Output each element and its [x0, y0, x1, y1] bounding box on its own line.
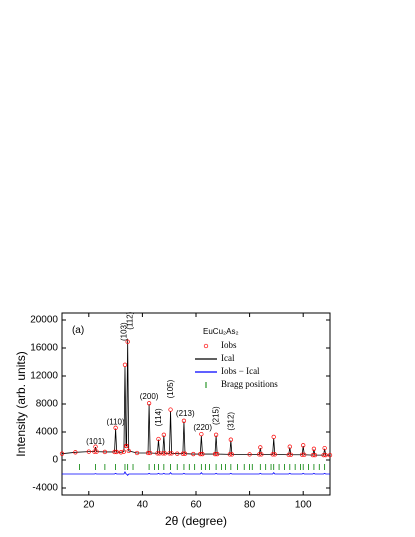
iobs-point [168, 407, 173, 412]
iobs-point [323, 452, 328, 458]
iobs-point [299, 452, 305, 457]
iobs-point [114, 449, 119, 455]
legend-title: EuCu₂As₂ [203, 327, 239, 336]
iobs-point [124, 443, 129, 449]
peak-label: (220) [193, 423, 212, 432]
iobs-point [156, 436, 161, 442]
x-tick-label: 20 [83, 500, 95, 511]
x-axis-title: 2θ (degree) [165, 514, 227, 528]
iobs-point [180, 451, 186, 456]
iobs-point [228, 437, 233, 442]
iobs-point [287, 444, 292, 449]
iobs-point [212, 451, 218, 457]
peak-label: (103) [119, 322, 128, 341]
iobs-point [271, 434, 276, 440]
iobs-point [73, 450, 78, 455]
y-tick-label: 16000 [30, 343, 58, 354]
iobs-point [321, 452, 326, 458]
y-tick-label: 4000 [36, 427, 59, 438]
peak-label: (a) [72, 325, 84, 336]
iobs-point [229, 452, 235, 457]
iobs-point [286, 452, 291, 457]
peak-label: (110) [107, 417, 125, 426]
peak-label: (213) [176, 409, 195, 418]
iobs-point [272, 452, 277, 457]
iobs-point [167, 451, 172, 456]
y-tick-label: 20000 [30, 315, 58, 326]
iobs-point [112, 449, 117, 455]
legend-label: Iobs − Ical [221, 366, 260, 376]
iobs-point [247, 452, 252, 457]
y-axis-title: Intensity (arb. units) [14, 351, 28, 456]
iobs-point [227, 452, 232, 457]
iobs-point [93, 444, 98, 449]
iobs-point [118, 450, 124, 455]
peak-label: (200) [140, 392, 159, 401]
iobs-point [191, 451, 196, 457]
iobs-point [162, 451, 168, 456]
iobs-point [270, 452, 275, 457]
iobs-point [311, 446, 317, 451]
iobs-point [327, 452, 333, 458]
iobs-point [258, 445, 263, 450]
iobs-point [198, 451, 203, 457]
iobs-point [213, 432, 219, 437]
iobs-point [157, 451, 162, 456]
iobs-point [312, 452, 318, 458]
iobs-point [175, 451, 180, 456]
iobs-point [322, 445, 327, 451]
legend-marker [203, 343, 209, 349]
iobs-point [259, 452, 264, 457]
iobs-point [145, 450, 151, 456]
iobs-point [169, 451, 174, 456]
iobs-point [182, 451, 188, 456]
iobs-point [146, 401, 152, 406]
iobs-point [126, 448, 131, 454]
iobs-point [161, 432, 166, 437]
iobs-point [160, 451, 165, 456]
x-tick-label: 40 [137, 500, 149, 511]
series-line [62, 471, 330, 477]
iobs-point [94, 449, 99, 454]
iobs-point [257, 452, 262, 457]
y-tick-label: -4000 [32, 483, 58, 494]
peak-label: (215) [211, 406, 220, 425]
peak-label: (101) [86, 437, 105, 446]
x-tick-label: 100 [295, 500, 312, 511]
legend-label: Ical [221, 353, 235, 363]
y-tick-label: 8000 [36, 399, 59, 410]
x-tick-label: 60 [190, 500, 202, 511]
y-tick-label: 0 [52, 455, 58, 466]
iobs-point [125, 339, 130, 344]
iobs-point [122, 362, 128, 367]
iobs-point [148, 450, 153, 456]
legend-label: Bragg positions [221, 379, 278, 389]
iobs-point [181, 418, 187, 423]
iobs-point [59, 451, 65, 456]
iobs-point [302, 452, 307, 457]
iobs-point [134, 450, 140, 456]
iobs-point [199, 431, 204, 437]
peak-label: (114) [154, 408, 163, 426]
peak-label: (312) [226, 412, 235, 431]
iobs-point [92, 449, 97, 454]
legend-label: Iobs [221, 340, 237, 350]
y-tick-label: 12000 [30, 371, 58, 382]
peak-label: (112) [126, 311, 135, 329]
iobs-point [121, 449, 127, 454]
iobs-point [288, 452, 294, 457]
iobs-point [301, 443, 306, 448]
iobs-point [215, 451, 220, 457]
iobs-point [86, 449, 91, 454]
iobs-point [102, 449, 108, 455]
iobs-point [200, 451, 205, 457]
x-tick-label: 80 [244, 500, 256, 511]
iobs-point [310, 452, 315, 458]
peak-label: (105) [166, 379, 175, 398]
iobs-point [113, 425, 118, 430]
iobs-point [155, 451, 160, 456]
